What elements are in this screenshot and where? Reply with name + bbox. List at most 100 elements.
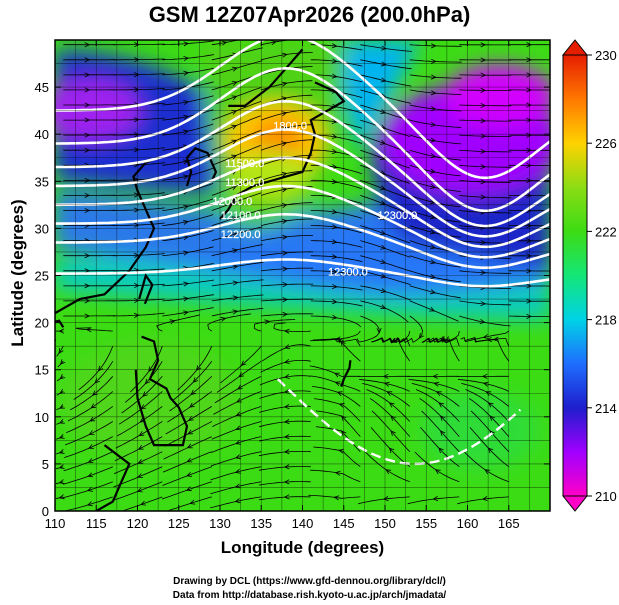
x-tick-label: 145: [333, 516, 355, 531]
streamline-arrow: [386, 391, 393, 396]
streamline-arrow: [59, 374, 66, 380]
streamline-arrow: [183, 219, 189, 225]
streamline-arrow: [221, 40, 228, 46]
streamline-arrow: [183, 56, 190, 62]
streamline-arrow: [526, 268, 532, 274]
streamline-arrow: [58, 328, 65, 334]
streamline-arrow: [183, 281, 190, 287]
streamline-arrow: [526, 57, 532, 63]
streamline-arrow: [480, 179, 487, 185]
contour-label: 12100.0: [221, 210, 261, 222]
streamline-arrow: [189, 402, 195, 408]
streamline-arrow: [134, 117, 140, 123]
streamline-arrow: [84, 177, 91, 183]
streamline-arrow: [334, 470, 341, 476]
streamline-arrow: [335, 336, 341, 342]
streamline-arrow: [380, 273, 387, 279]
streamline-arrow: [283, 404, 290, 410]
streamline-arrow: [380, 77, 387, 83]
streamline-arrow: [84, 298, 91, 304]
coastline: [95, 444, 131, 511]
x-tick-label: 135: [250, 516, 272, 531]
streamline-arrow: [89, 416, 96, 422]
streamline-arrow: [331, 179, 338, 185]
streamline-arrow: [333, 495, 340, 501]
x-tick-label: 120: [127, 516, 149, 531]
streamline: [123, 496, 163, 511]
streamline-arrow: [492, 336, 499, 342]
streamline-arrow: [231, 81, 238, 86]
streamline-arrow: [480, 57, 487, 63]
streamline-arrow: [183, 100, 190, 106]
streamline-arrow: [186, 443, 193, 449]
streamline-arrow: [183, 114, 189, 120]
streamline-arrow: [480, 103, 487, 109]
streamline-arrow: [338, 337, 344, 344]
lat-lon-grid: [55, 40, 550, 511]
streamline-arrow: [134, 283, 140, 289]
streamline-arrow: [429, 306, 436, 312]
streamline-arrow: [231, 139, 238, 145]
streamline-arrow: [284, 373, 290, 379]
streamline-arrow: [190, 389, 197, 396]
streamline-arrow: [331, 118, 338, 124]
streamline-arrow: [84, 42, 91, 48]
streamline-arrow: [138, 431, 145, 436]
contour-label: 12300.0: [328, 267, 368, 279]
streamline-arrow: [526, 177, 532, 184]
streamline-arrow: [281, 141, 288, 147]
streamline-arrow: [232, 232, 238, 238]
streamline-arrow: [281, 52, 288, 58]
streamline-arrow: [526, 102, 532, 108]
streamline-arrow: [185, 486, 192, 492]
streamline-arrow: [183, 70, 190, 76]
streamline-arrow: [133, 312, 140, 318]
streamline-arrow: [333, 372, 340, 378]
streamline-arrow: [432, 496, 439, 502]
streamline-arrow: [336, 391, 343, 397]
streamline-arrow: [283, 328, 290, 334]
colorbar-min-arrow: [561, 495, 589, 512]
streamline: [261, 40, 287, 46]
streamline-arrow: [283, 464, 290, 470]
contour-label: 11300.0: [225, 177, 264, 189]
streamline-arrow: [231, 185, 238, 190]
streamline-arrow: [338, 448, 344, 454]
streamline-arrow: [526, 298, 532, 304]
streamline-arrow: [84, 102, 91, 108]
streamline-arrow: [58, 479, 65, 485]
streamline-arrow: [526, 87, 532, 93]
streamline-arrow: [134, 42, 140, 48]
streamline-arrow: [382, 373, 389, 379]
streamline-arrow: [381, 45, 387, 51]
streamline-arrow: [376, 328, 382, 334]
y-tick-label: 30: [35, 221, 49, 236]
y-tick-label: 45: [35, 80, 49, 95]
streamline-arrow: [331, 133, 338, 139]
streamline-arrow: [183, 310, 189, 316]
streamline-arrow: [58, 449, 65, 454]
streamline-arrow: [430, 168, 436, 174]
streamline-arrow: [231, 124, 238, 130]
streamline-arrow: [430, 289, 436, 295]
streamline: [211, 40, 238, 46]
streamline-arrow: [283, 494, 290, 500]
streamline-arrow: [85, 327, 92, 333]
streamline-arrow: [481, 496, 488, 502]
streamline-arrow: [234, 468, 241, 474]
streamline-arrow: [183, 250, 190, 256]
streamline-arrow: [431, 43, 437, 49]
streamline-arrow: [331, 73, 338, 79]
streamline-arrow: [430, 121, 437, 127]
streamline-arrow: [59, 403, 65, 409]
streamline-arrow: [388, 447, 395, 454]
streamline-arrow: [84, 87, 91, 93]
streamline-arrow: [430, 74, 437, 80]
streamline-arrow: [84, 132, 91, 138]
x-axis-label: Longitude (degrees): [220, 538, 385, 557]
streamline-arrow: [283, 434, 290, 440]
streamline-arrow: [87, 472, 94, 478]
colorbar-tick-label: 210: [595, 489, 617, 504]
